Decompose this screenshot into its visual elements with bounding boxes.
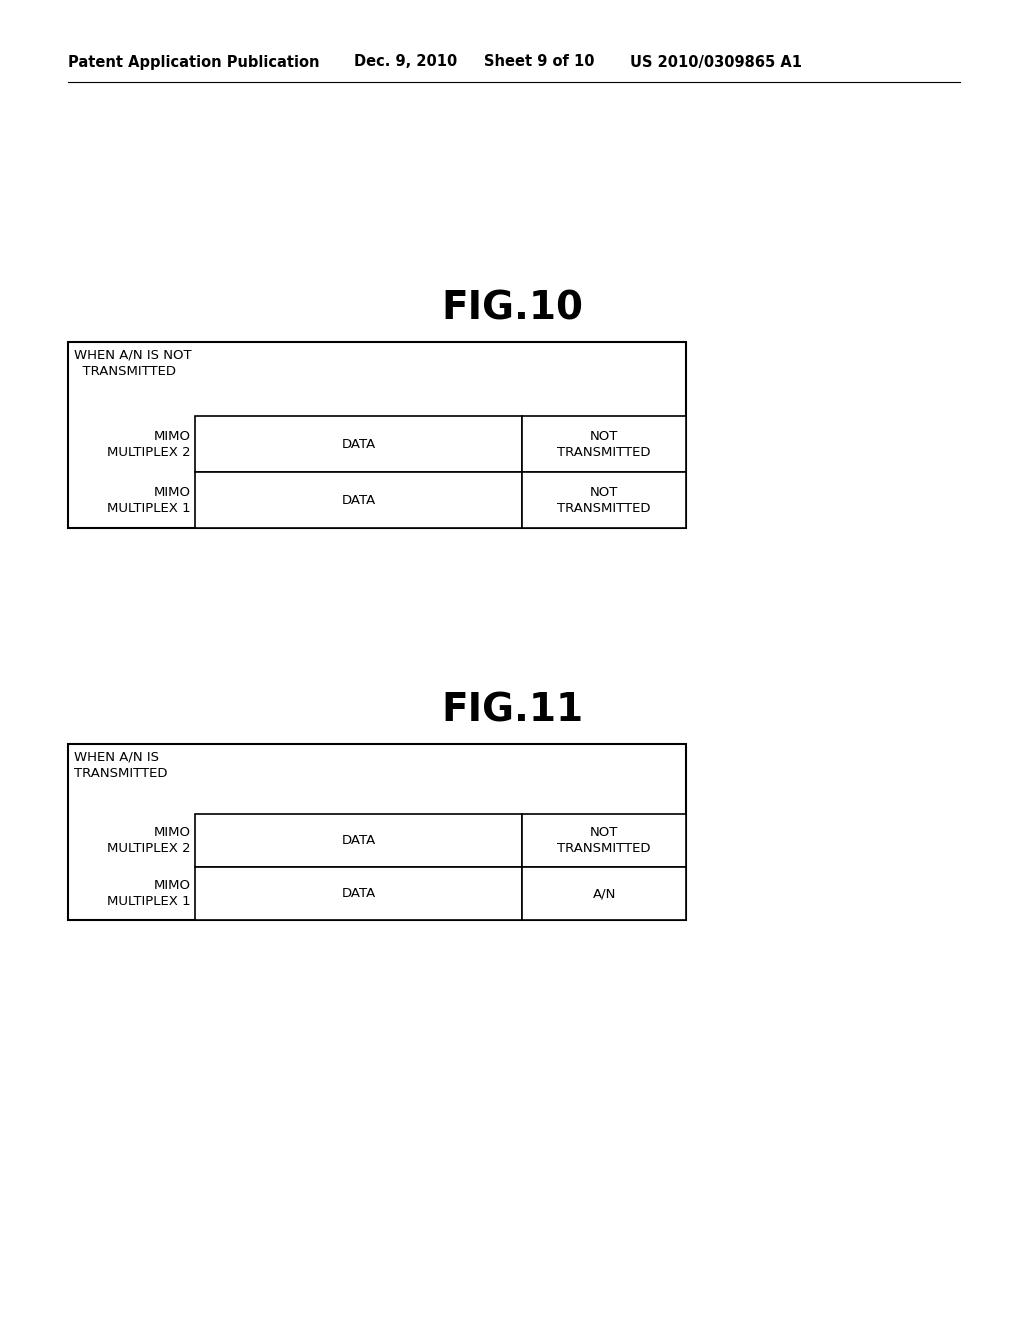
Text: Sheet 9 of 10: Sheet 9 of 10 <box>484 54 595 70</box>
Text: DATA: DATA <box>341 494 376 507</box>
Text: DATA: DATA <box>341 834 376 847</box>
Text: NOT
TRANSMITTED: NOT TRANSMITTED <box>557 430 651 459</box>
Text: WHEN A/N IS
TRANSMITTED: WHEN A/N IS TRANSMITTED <box>74 750 168 780</box>
Bar <box>68 744 686 920</box>
Text: MIMO
MULTIPLEX 1: MIMO MULTIPLEX 1 <box>108 879 190 908</box>
Text: Patent Application Publication: Patent Application Publication <box>68 54 319 70</box>
Text: US 2010/0309865 A1: US 2010/0309865 A1 <box>630 54 802 70</box>
Bar <box>195 867 522 920</box>
Text: DATA: DATA <box>341 438 376 451</box>
Bar <box>195 473 522 528</box>
Bar <box>195 416 522 473</box>
Text: DATA: DATA <box>341 887 376 900</box>
Text: MIMO
MULTIPLEX 1: MIMO MULTIPLEX 1 <box>108 486 190 515</box>
Text: FIG.11: FIG.11 <box>441 690 583 729</box>
Text: FIG.10: FIG.10 <box>441 289 583 327</box>
Bar <box>522 473 686 528</box>
Text: MIMO
MULTIPLEX 2: MIMO MULTIPLEX 2 <box>108 430 190 459</box>
Bar <box>522 867 686 920</box>
Bar <box>522 416 686 473</box>
Bar <box>522 814 686 867</box>
Bar <box>68 342 686 528</box>
Text: MIMO
MULTIPLEX 2: MIMO MULTIPLEX 2 <box>108 826 190 855</box>
Text: A/N: A/N <box>593 887 615 900</box>
Bar <box>195 814 522 867</box>
Text: NOT
TRANSMITTED: NOT TRANSMITTED <box>557 486 651 515</box>
Text: Dec. 9, 2010: Dec. 9, 2010 <box>354 54 458 70</box>
Text: WHEN A/N IS NOT
  TRANSMITTED: WHEN A/N IS NOT TRANSMITTED <box>74 348 191 378</box>
Text: NOT
TRANSMITTED: NOT TRANSMITTED <box>557 826 651 855</box>
